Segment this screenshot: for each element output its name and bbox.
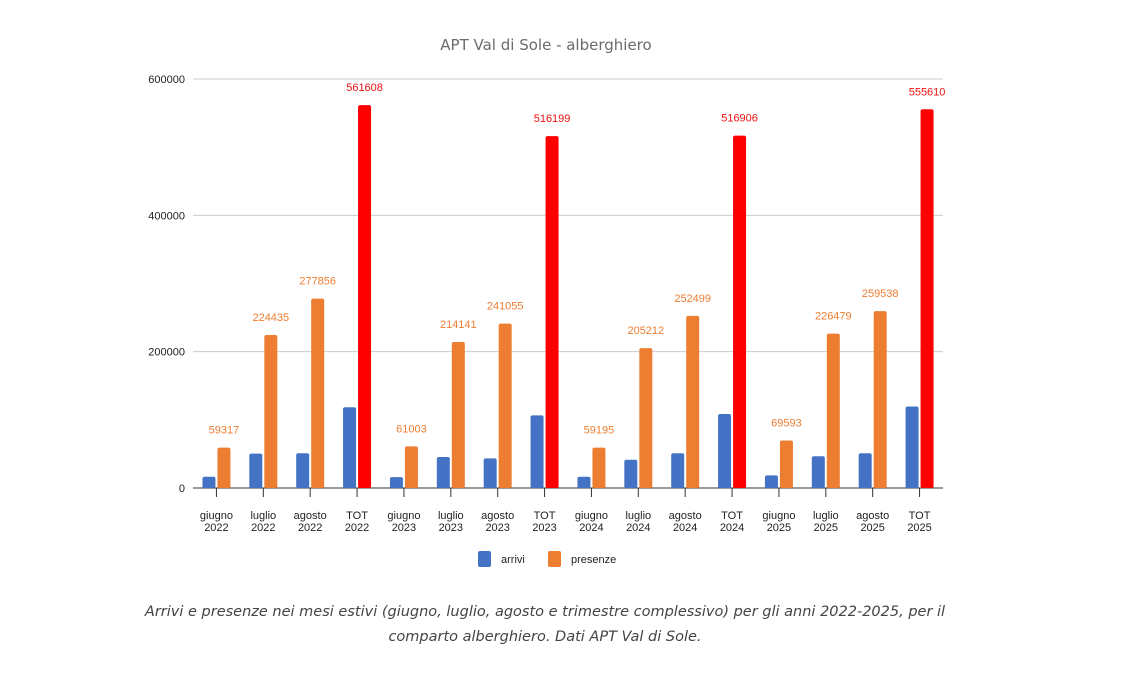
bar-presenze [217,447,231,488]
x-tick-label-month: giugno [387,510,420,522]
bar-arrivi [764,475,778,488]
data-label-presenze: 516199 [534,113,571,125]
x-tick-label-year: 2025 [767,522,791,534]
x-tick-label-year: 2022 [251,522,275,534]
x-tick-label-month: TOT [909,510,931,522]
bar-presenze [826,333,840,488]
x-tick-label-month: agosto [294,510,327,522]
bar-arrivi [811,456,825,488]
y-tick-label: 600000 [148,74,185,86]
bar-presenze [920,109,934,488]
bar-arrivi [483,458,497,488]
caption-line-1: Arrivi e presenze nei mesi estivi (giugn… [144,604,946,620]
chart: APT Val di Sole - alberghiero 59317 22443… [148,36,946,567]
x-tick-label-year: 2025 [860,522,884,534]
legend-label-arrivi: arrivi [501,554,525,566]
bar-presenze [451,342,465,488]
x-tick-label-year: 2024 [673,522,697,534]
x-tick-label-year: 2023 [485,522,509,534]
x-tick-label-month: giugno [762,510,795,522]
x-tick-label-month: agosto [669,510,702,522]
data-label-presenze: 61003 [396,423,427,435]
x-tick-label-year: 2025 [814,522,838,534]
data-label-presenze: 226479 [815,311,852,323]
axes: 0200000400000600000giugno2022luglio2022a… [148,74,932,534]
bar-arrivi [718,414,732,488]
y-tick-label: 200000 [148,347,185,359]
bar-arrivi [436,456,450,488]
legend-swatch-presenze [548,551,561,567]
bar-presenze [498,323,512,488]
data-label-presenze: 241055 [487,301,524,313]
bar-arrivi [858,453,872,488]
bar-arrivi [530,415,544,488]
bar-arrivi [624,459,638,488]
bar-presenze [358,105,372,489]
bar-presenze [873,311,887,488]
bar-arrivi [389,477,403,488]
x-tick-label-month: luglio [625,510,651,522]
y-tick-label: 0 [179,483,185,495]
bar-presenze [545,136,559,489]
figure-caption: Arrivi e presenze nei mesi estivi (giugn… [110,600,980,650]
x-tick-label-month: TOT [346,510,368,522]
x-tick-label-month: TOT [534,510,556,522]
bar-presenze [733,135,747,489]
data-label-presenze: 205212 [627,325,664,337]
bar-presenze [264,335,278,488]
x-tick-label-year: 2022 [204,522,228,534]
x-tick-label-month: giugno [575,510,608,522]
data-labels: 59317 224435 277856 561608 61003 214141 241055… [209,82,946,436]
bar-presenze [311,298,325,488]
legend: arrivi presenze [478,551,616,567]
data-label-presenze: 561608 [346,82,383,94]
x-tick-label-year: 2025 [907,522,931,534]
bar-presenze [404,446,418,488]
bar-presenze [639,348,653,488]
x-tick-label-year: 2023 [532,522,556,534]
x-tick-label-year: 2024 [579,522,603,534]
x-tick-label-year: 2024 [626,522,650,534]
bar-presenze [779,440,793,488]
bar-arrivi [296,453,310,488]
bar-arrivi [343,407,357,488]
chart-title: APT Val di Sole - alberghiero [440,36,651,54]
bars [202,105,934,489]
data-label-presenze: 252499 [674,293,711,305]
data-label-presenze: 224435 [252,312,289,324]
data-label-presenze: 59317 [209,425,240,437]
bar-presenze [592,447,606,488]
x-tick-label-year: 2023 [439,522,463,534]
x-tick-label-year: 2022 [345,522,369,534]
data-label-presenze: 555610 [909,86,946,98]
bar-arrivi [671,453,685,488]
data-label-presenze: 59195 [584,425,615,437]
x-tick-label-month: luglio [438,510,464,522]
x-tick-label-year: 2022 [298,522,322,534]
x-tick-label-month: giugno [200,510,233,522]
bar-arrivi [905,406,919,488]
legend-label-presenze: presenze [571,554,616,566]
data-label-presenze: 214141 [440,319,477,331]
x-tick-label-year: 2024 [720,522,744,534]
data-label-presenze: 69593 [771,418,802,430]
data-label-presenze: 516906 [721,113,758,125]
data-label-presenze: 277856 [299,276,336,288]
x-tick-label-month: TOT [721,510,743,522]
caption-line-2: comparto alberghiero. Dati APT Val di So… [388,629,702,645]
bar-arrivi [577,476,591,488]
x-tick-label-month: agosto [481,510,514,522]
y-tick-label: 400000 [148,210,185,222]
x-tick-label-year: 2023 [392,522,416,534]
x-tick-label-month: luglio [250,510,276,522]
x-tick-label-month: luglio [813,510,839,522]
bar-arrivi [202,476,216,488]
x-tick-label-month: agosto [856,510,889,522]
legend-swatch-arrivi [478,551,491,567]
bar-presenze [686,315,700,488]
data-label-presenze: 259538 [862,288,899,300]
bar-arrivi [249,453,263,488]
